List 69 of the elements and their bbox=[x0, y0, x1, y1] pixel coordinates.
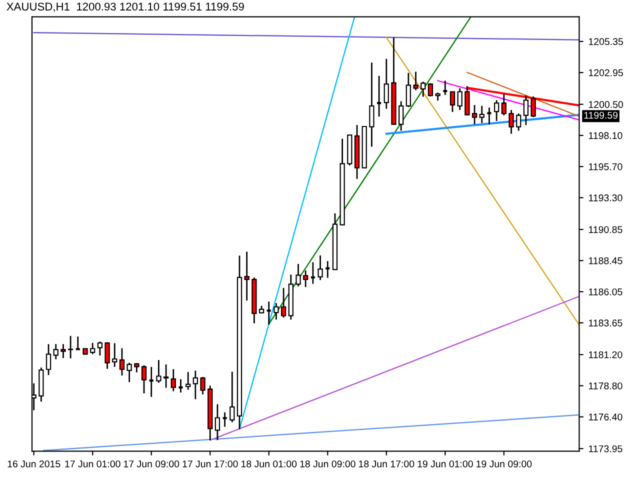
candlestick bbox=[457, 88, 462, 111]
x-tick-label: 16 Jun 2015 bbox=[8, 460, 60, 468]
candlestick bbox=[479, 105, 484, 124]
candlestick bbox=[318, 254, 323, 281]
candlestick bbox=[230, 371, 235, 423]
x-tick-label: 19 Jun 09:00 bbox=[476, 460, 532, 468]
candlestick bbox=[112, 342, 118, 368]
candlestick bbox=[369, 62, 374, 148]
y-tick-label: 1190.85 bbox=[588, 226, 622, 234]
candlestick bbox=[60, 343, 66, 359]
y-tick-label: 1193.30 bbox=[588, 194, 622, 202]
candlestick bbox=[516, 112, 522, 132]
y-tick-label: 1195.70 bbox=[588, 163, 622, 170]
candlestick bbox=[406, 72, 412, 108]
candlestick bbox=[53, 343, 58, 360]
candlestick bbox=[244, 250, 250, 302]
candlestick bbox=[274, 302, 279, 320]
candlestick bbox=[222, 412, 228, 428]
candlestick bbox=[170, 368, 176, 392]
y-tick-label: 1200.50 bbox=[588, 101, 623, 108]
candlestick bbox=[200, 376, 206, 396]
x-tick-label: 18 Jun 01:00 bbox=[242, 460, 297, 468]
candlestick bbox=[494, 99, 500, 122]
x-tick-label: 17 Jun 09:00 bbox=[124, 460, 180, 468]
candlestick bbox=[163, 364, 169, 388]
y-tick-label: 1202.95 bbox=[588, 69, 623, 76]
y-tick-label: 1198.10 bbox=[588, 132, 622, 140]
candlestick bbox=[384, 58, 389, 110]
candlestick bbox=[214, 404, 220, 441]
candlestick bbox=[68, 335, 74, 360]
x-tick-label: 18 Jun 09:00 bbox=[300, 460, 356, 468]
y-tick-label: 1186.05 bbox=[588, 288, 622, 296]
candlestick bbox=[134, 362, 140, 374]
candlestick bbox=[486, 106, 492, 125]
x-tick-label: 17 Jun 01:00 bbox=[65, 460, 120, 468]
candlestick bbox=[508, 109, 514, 134]
candlestick bbox=[178, 378, 184, 394]
x-tick-label: 18 Jun 17:00 bbox=[359, 460, 414, 468]
y-tick-label: 1183.65 bbox=[588, 320, 622, 326]
candlestick bbox=[156, 359, 162, 384]
candlestick bbox=[90, 342, 96, 355]
y-tick-label: 1176.40 bbox=[588, 414, 622, 420]
candlestick bbox=[413, 71, 418, 91]
candlestick bbox=[97, 340, 103, 356]
y-tick-label: 1205.35 bbox=[588, 38, 623, 46]
candlestick bbox=[523, 94, 529, 126]
candlestick bbox=[141, 364, 147, 394]
candlestick bbox=[104, 342, 110, 370]
annotation: 1199.59 bbox=[584, 112, 618, 119]
y-tick-label: 1181.20 bbox=[588, 351, 622, 358]
candlestick bbox=[119, 348, 125, 376]
chart-title: XAUUSD,H1 1200.93 1201.10 1199.51 1199.59 bbox=[6, 2, 244, 12]
y-tick-label: 1178.80 bbox=[588, 382, 622, 390]
x-tick-label: 17 Jun 17:00 bbox=[182, 460, 238, 468]
candlestick bbox=[46, 343, 52, 376]
x-tick-label: 19 Jun 01:00 bbox=[418, 460, 473, 468]
candlestick bbox=[186, 371, 191, 390]
candlestick bbox=[398, 100, 404, 132]
candlestick bbox=[280, 287, 286, 318]
candlestick bbox=[420, 80, 426, 98]
candlestick bbox=[450, 91, 456, 113]
candlestick bbox=[192, 370, 198, 400]
candlestick bbox=[296, 263, 301, 288]
y-tick-label: 1188.45 bbox=[588, 257, 622, 264]
y-tick-label: 1173.95 bbox=[588, 445, 622, 452]
candlestick bbox=[428, 82, 434, 98]
candlestick bbox=[303, 270, 308, 288]
candlestick bbox=[472, 104, 478, 125]
candlestick bbox=[126, 362, 132, 383]
